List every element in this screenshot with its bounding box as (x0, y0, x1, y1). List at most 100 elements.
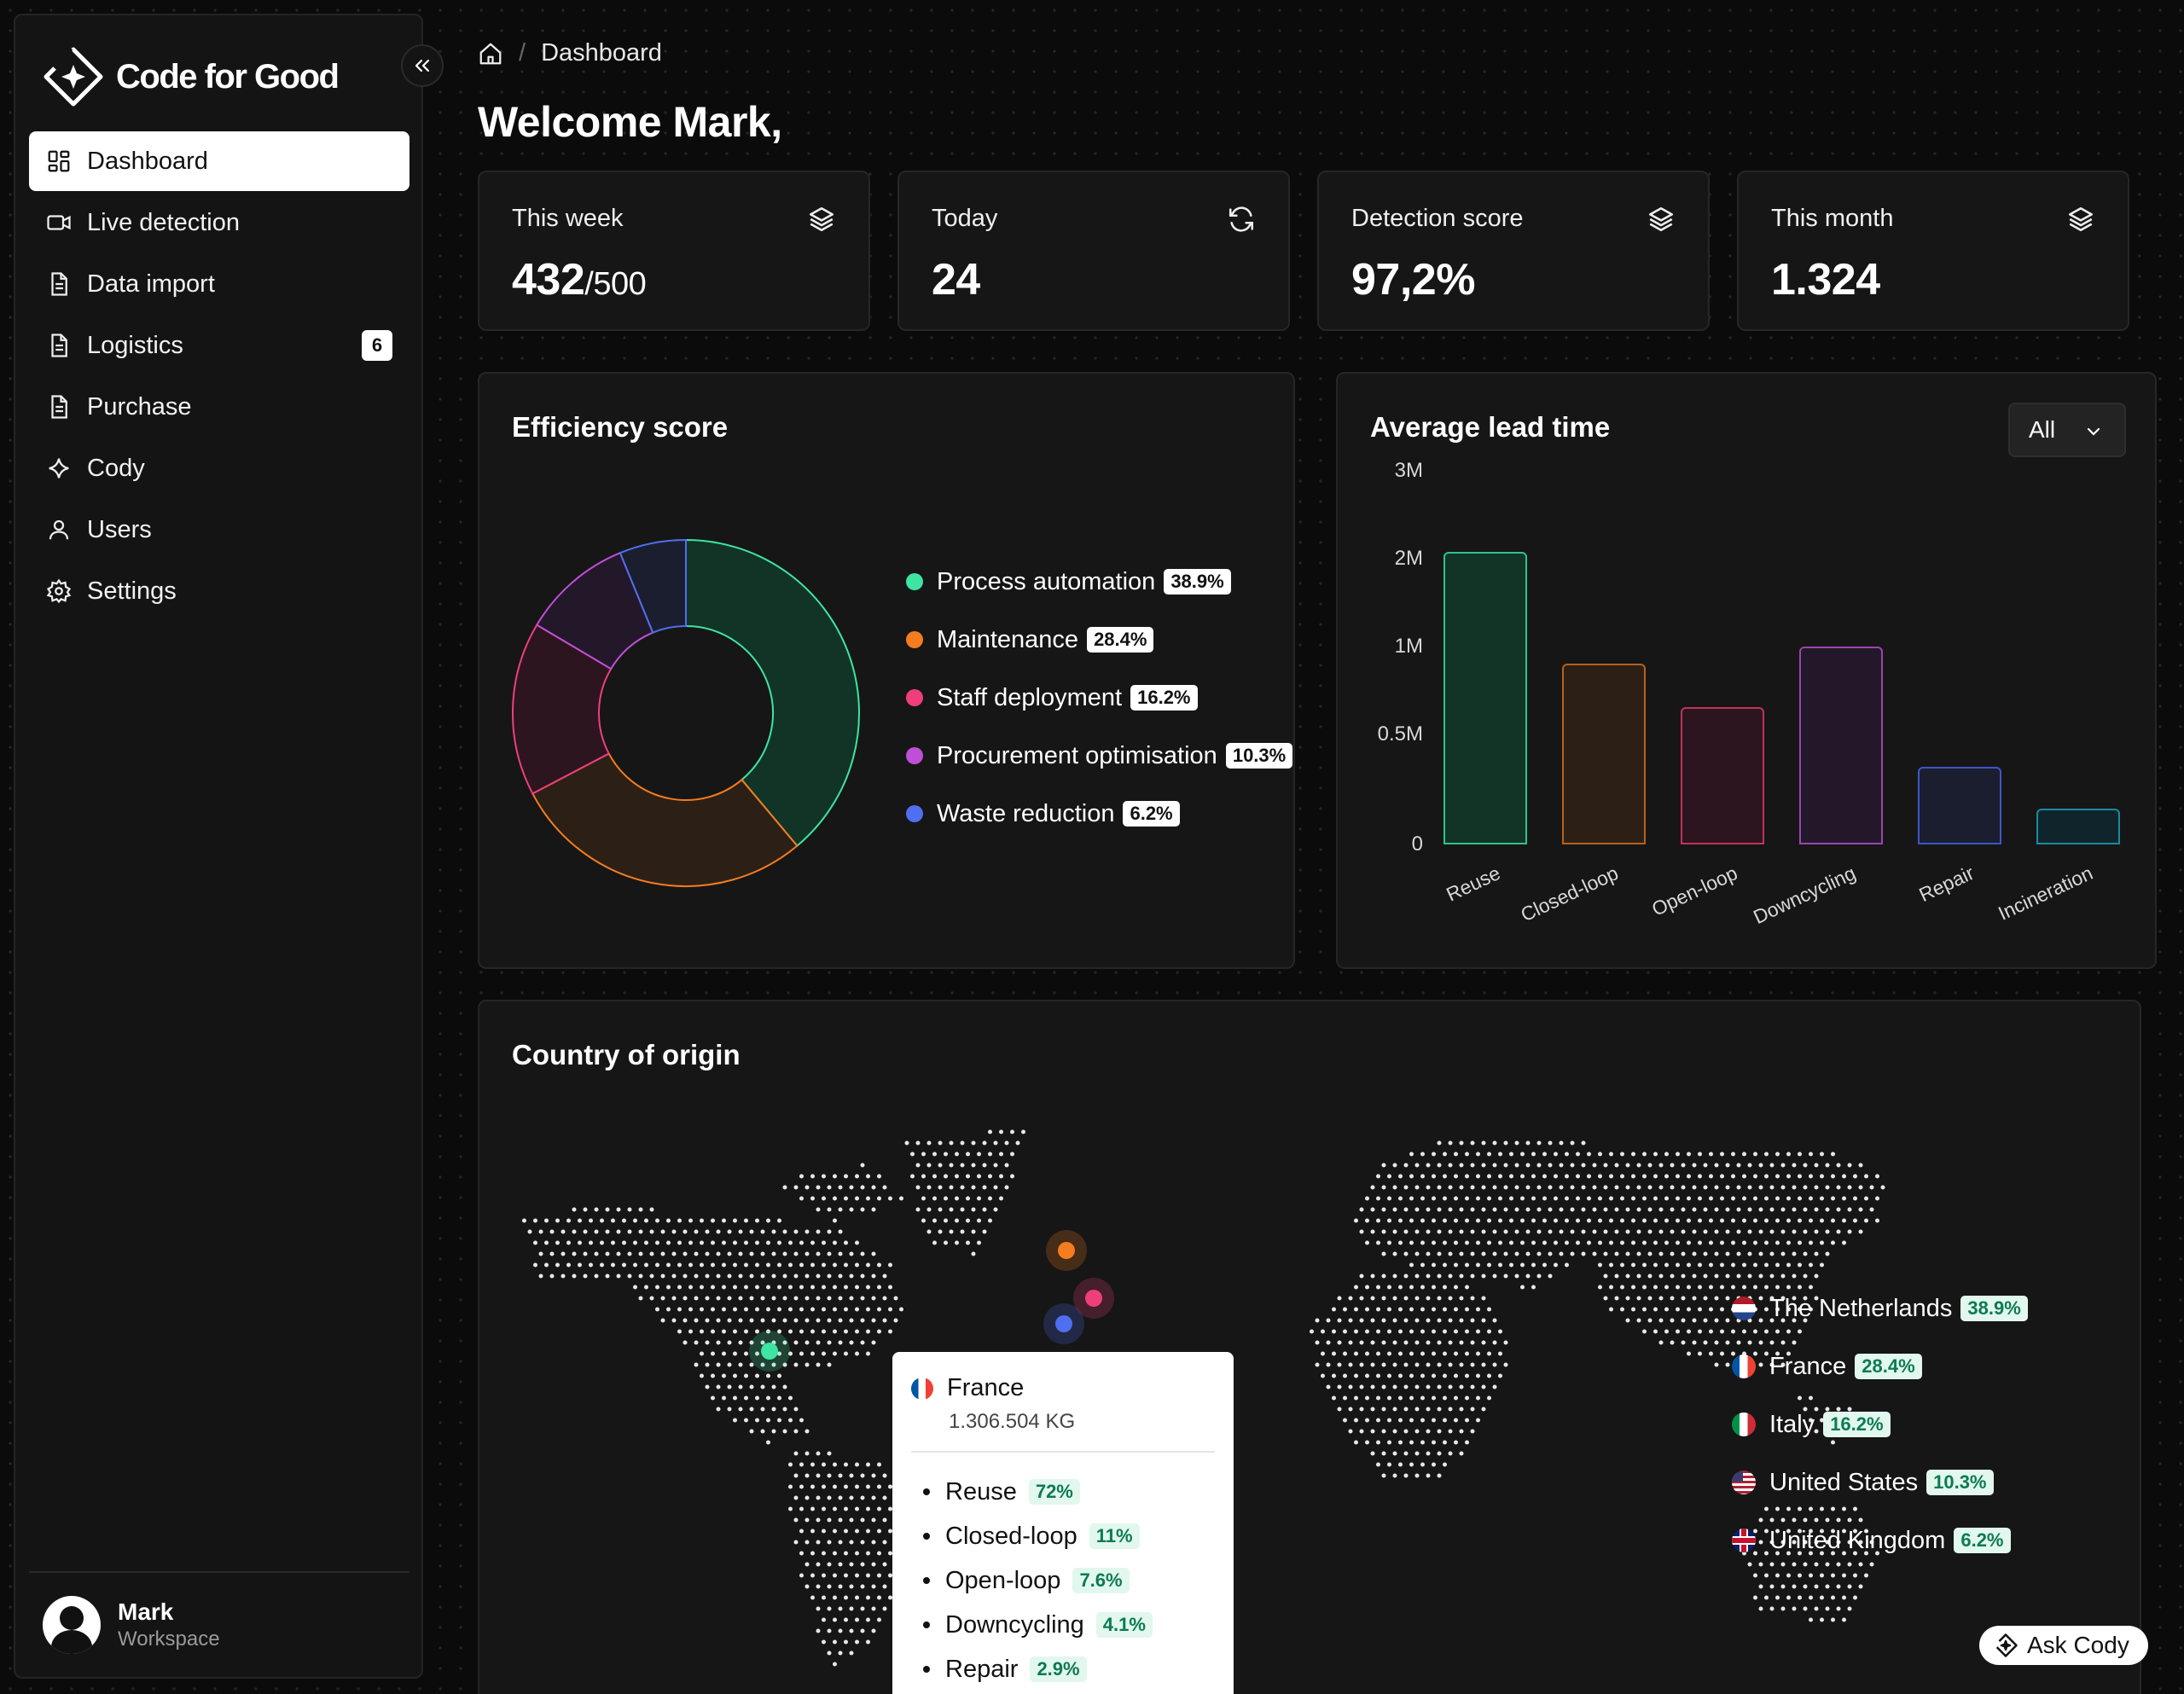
breadcrumb: / Dashboard (478, 39, 662, 67)
stat-label: Detection score (1351, 205, 1524, 232)
legend-item: Waste reduction 6.2% (906, 798, 1292, 829)
legend-item: Process automation 38.9% (906, 566, 1292, 597)
sidebar-item-users[interactable]: Users (29, 500, 410, 560)
bar-repair[interactable] (1918, 767, 2001, 844)
layers-icon (2068, 206, 2094, 232)
country-legend-item: United Kingdom 6.2% (1732, 1525, 2028, 1556)
sparkle-icon (49, 458, 69, 479)
video-icon (47, 215, 71, 230)
usa-flag-icon (1732, 1471, 1756, 1494)
stat-card-today: Today 24 (897, 171, 1290, 331)
refresh-icon[interactable] (1227, 205, 1256, 234)
map-marker[interactable] (1085, 1290, 1102, 1307)
y-tick-label: 1M (1394, 635, 1423, 658)
bar-downcycling[interactable] (1799, 646, 1883, 844)
efficiency-legend: Process automation 38.9% Maintenance 28.4%… (906, 566, 1293, 856)
x-tick-label: Downcycling (1749, 862, 1859, 929)
sidebar-item-label: Logistics (87, 331, 183, 359)
sidebar-item-settings[interactable]: Settings (29, 561, 410, 621)
tooltip-item: Reuse 72% (923, 1470, 1153, 1514)
user-icon (49, 519, 69, 540)
ask-cody-button[interactable]: Ask Cody (1979, 1626, 2148, 1665)
sidebar-item-logistics[interactable]: Logistics 6 (29, 316, 410, 375)
chevron-down-icon (2087, 427, 2100, 436)
country-legend-item: The Netherlands 38.9% (1732, 1293, 2028, 1324)
brand-name: Code for Good (116, 57, 340, 96)
user-workspace: Workspace (118, 1627, 220, 1650)
map-marker[interactable] (1058, 1242, 1075, 1259)
legend-item: Maintenance 28.4% (906, 624, 1292, 655)
sidebar: Code for Good Dashboard Live detection D… (14, 14, 423, 1679)
sidebar-item-label: Users (87, 515, 152, 543)
stat-value: 24 (932, 255, 980, 305)
tooltip-item: Closed-loop 11% (923, 1514, 1153, 1558)
legend-dot (906, 631, 923, 648)
document-icon (51, 395, 67, 419)
home-icon[interactable] (478, 41, 503, 67)
italy-flag-icon (1732, 1413, 1756, 1436)
breadcrumb-current[interactable]: Dashboard (541, 39, 662, 67)
country-card: Country of origin (478, 1000, 2141, 1694)
france-flag-icon (911, 1377, 933, 1400)
uk-flag-icon (1732, 1529, 1756, 1552)
sidebar-item-cody[interactable]: Cody (29, 438, 410, 498)
legend-dot (906, 689, 923, 706)
sidebar-item-dashboard[interactable]: Dashboard (29, 131, 410, 191)
tooltip-item: Open-loop 7.6% (923, 1558, 1153, 1603)
sidebar-item-live-detection[interactable]: Live detection (29, 193, 410, 252)
donut-slice-waste-reduction[interactable] (619, 538, 687, 634)
stat-label: Today (932, 205, 998, 232)
map-marker[interactable] (1055, 1315, 1072, 1332)
stat-value: 1.324 (1771, 255, 1880, 305)
chevrons-left-icon (415, 59, 430, 73)
tooltip-item: Downcycling 4.1% (923, 1603, 1153, 1647)
country-legend: The Netherlands 38.9% France 28.4% Italy 16… (1732, 1293, 2028, 1583)
country-legend-item: France 28.4% (1732, 1351, 2028, 1382)
filter-value: All (2029, 416, 2056, 443)
y-tick-label: 0.5M (1377, 722, 1423, 745)
map-dots (522, 1129, 1885, 1667)
user-profile[interactable]: Mark Workspace (29, 1571, 410, 1677)
brand[interactable]: Code for Good (43, 46, 340, 107)
stat-card-this-month: This month 1.324 (1737, 171, 2129, 331)
sidebar-item-purchase[interactable]: Purchase (29, 377, 410, 437)
x-tick-label: Repair (1915, 862, 1978, 907)
card-title: Country of origin (512, 1039, 741, 1070)
collapse-sidebar-button[interactable] (401, 44, 444, 87)
lead-time-filter-select[interactable]: All (2008, 403, 2126, 457)
bar-incineration[interactable] (2036, 808, 2120, 844)
user-name: Mark (118, 1598, 174, 1625)
x-tick-label: Incineration (1995, 862, 2096, 925)
donut-slice-staff-deployment[interactable] (512, 624, 613, 795)
bar-closed-loop[interactable] (1562, 664, 1646, 844)
tooltip-item: Repair 2.9% (923, 1647, 1153, 1691)
map-marker[interactable] (761, 1343, 778, 1360)
card-title: Efficiency score (512, 411, 729, 443)
bar-open-loop[interactable] (1681, 707, 1764, 844)
tooltip-list: Reuse 72% Closed-loop 11% Open-loop 7.6% Do… (923, 1470, 1153, 1691)
country-legend-item: Italy 16.2% (1732, 1409, 2028, 1440)
country-legend-item: United States 10.3% (1732, 1467, 2028, 1498)
legend-item: Staff deployment 16.2% (906, 682, 1292, 713)
layers-icon (1648, 206, 1674, 232)
legend-item: Procurement optimisation 10.3% (906, 740, 1293, 771)
lead-time-card: Average lead time All 3M 2M 1M 0.5M 0 Reuse Cl… (1336, 372, 2157, 969)
sidebar-item-label: Cody (87, 454, 145, 482)
layers-icon (809, 206, 834, 232)
legend-dot (906, 805, 923, 822)
legend-dot (906, 747, 923, 764)
sidebar-item-label: Settings (87, 577, 177, 605)
logistics-badge: 6 (362, 330, 392, 361)
y-tick-label: 0 (1411, 832, 1423, 856)
stat-label: This month (1771, 205, 1894, 232)
stat-label: This week (512, 205, 624, 232)
efficiency-card: Efficiency score Process automation 38.9%… (478, 372, 1295, 969)
donut-slice-maintenance[interactable] (531, 752, 799, 887)
donut-slice-process-automation[interactable] (685, 538, 860, 848)
bar-reuse[interactable] (1443, 551, 1527, 844)
sidebar-item-data-import[interactable]: Data import (29, 254, 410, 314)
france-flag-icon (1732, 1355, 1756, 1378)
sparkle-diamond-icon (1994, 1633, 2018, 1657)
world-map (522, 1129, 1885, 1667)
document-icon (51, 272, 67, 296)
